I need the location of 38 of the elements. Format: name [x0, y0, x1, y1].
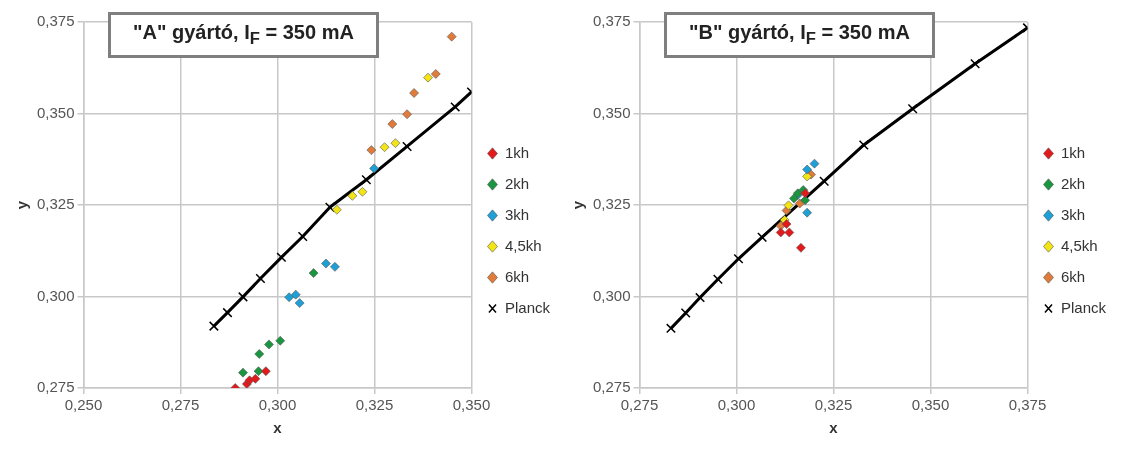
legend-label: 4,5kh — [1060, 236, 1098, 254]
x-tick-label: 0,300 — [717, 396, 756, 414]
x-axis-title: x — [829, 419, 839, 437]
x-tick-label: 0,250 — [64, 396, 103, 414]
x-tick-label: 0,275 — [620, 396, 659, 414]
y-tick-label: 0,300 — [36, 286, 75, 304]
chart-title: "A" gyártó, I$_{F}$ = 350 mA — [108, 12, 379, 58]
legend-label: 3kh — [1060, 205, 1086, 223]
y-tick-label: 0,275 — [36, 378, 75, 396]
legend-label: 2kh — [504, 174, 530, 192]
legend-label: 4,5kh — [504, 236, 542, 254]
x-tick-label: 0,375 — [1008, 396, 1047, 414]
chart-title: "B" gyártó, I$_{F}$ = 350 mA — [664, 12, 935, 58]
legend-label: 6kh — [1060, 267, 1086, 285]
x-tick-label: 0,300 — [258, 396, 297, 414]
legend-label: Planck — [1060, 298, 1107, 316]
y-axis-title: y — [13, 200, 31, 210]
y-tick-label: 0,275 — [592, 378, 631, 396]
y-tick-label: 0,375 — [36, 12, 75, 30]
legend-label: 1kh — [1060, 143, 1086, 161]
legend-label: 2kh — [1060, 174, 1086, 192]
y-tick-label: 0,325 — [592, 195, 631, 213]
legend-label: 6kh — [504, 267, 530, 285]
x-tick-label: 0,325 — [814, 396, 853, 414]
x-tick-label: 0,275 — [161, 396, 200, 414]
legend-label: 3kh — [504, 205, 530, 223]
y-axis-title: y — [569, 200, 587, 210]
y-tick-label: 0,350 — [36, 103, 75, 121]
legend-label: 1kh — [504, 143, 530, 161]
legend-label: Planck — [504, 298, 551, 316]
x-tick-label: 0,350 — [911, 396, 950, 414]
y-tick-label: 0,300 — [592, 286, 631, 304]
y-tick-label: 0,375 — [592, 12, 631, 30]
y-tick-label: 0,350 — [592, 103, 631, 121]
x-tick-label: 0,350 — [452, 396, 491, 414]
x-axis-title: x — [273, 419, 283, 437]
x-tick-label: 0,325 — [355, 396, 394, 414]
y-tick-label: 0,325 — [36, 195, 75, 213]
